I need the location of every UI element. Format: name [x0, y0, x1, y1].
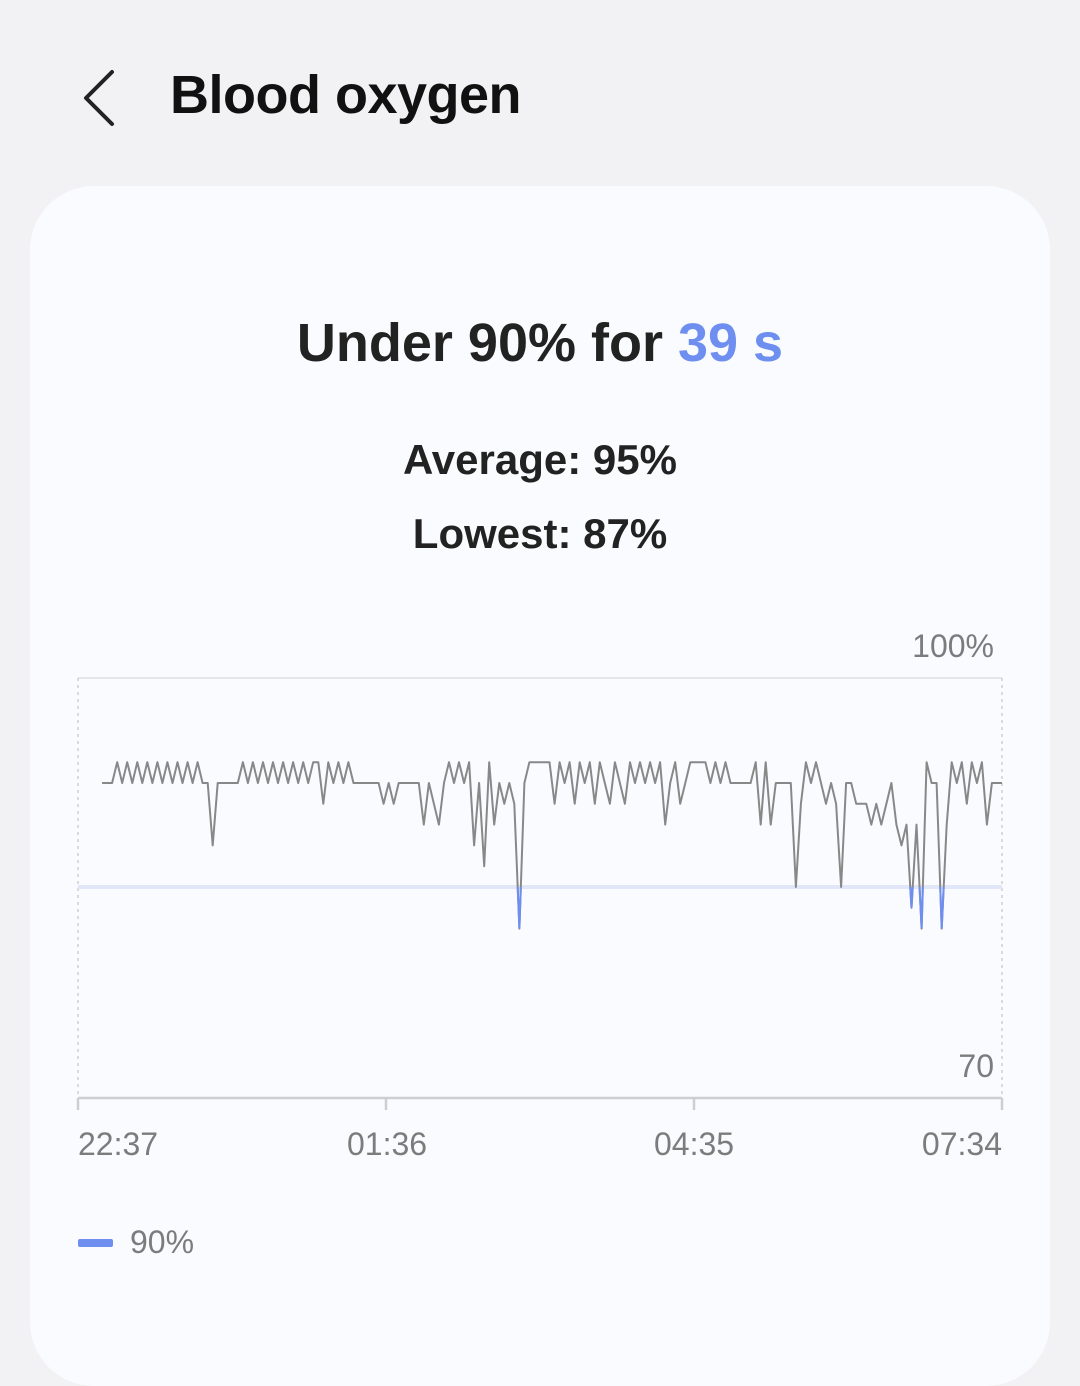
under-threshold-headline: Under 90% for 39 s	[0, 312, 1080, 374]
x-tick-label: 01:36	[347, 1126, 428, 1162]
headline-value: 39 s	[677, 313, 784, 373]
x-tick-label: 07:34	[921, 1126, 1002, 1162]
spo2-chart	[76, 677, 1004, 1110]
legend-label: 90%	[130, 1224, 195, 1260]
back-button[interactable]	[78, 66, 128, 130]
legend-swatch	[78, 1239, 113, 1247]
x-tick-label: 22:37	[78, 1126, 159, 1162]
page-title: Blood oxygen	[170, 65, 522, 125]
x-tick-label: 04:35	[654, 1126, 735, 1162]
lowest-stat: Lowest: 87%	[412, 510, 668, 557]
summary-card	[30, 186, 1050, 1386]
headline-prefix: Under 90% for	[296, 313, 678, 373]
series-line	[102, 761, 1002, 930]
average-stat: Average: 95%	[403, 436, 677, 483]
y-tick-label-top: 100%	[912, 628, 994, 664]
y-tick-label-bottom: 70	[958, 1048, 994, 1084]
chevron-left-icon	[84, 70, 114, 126]
